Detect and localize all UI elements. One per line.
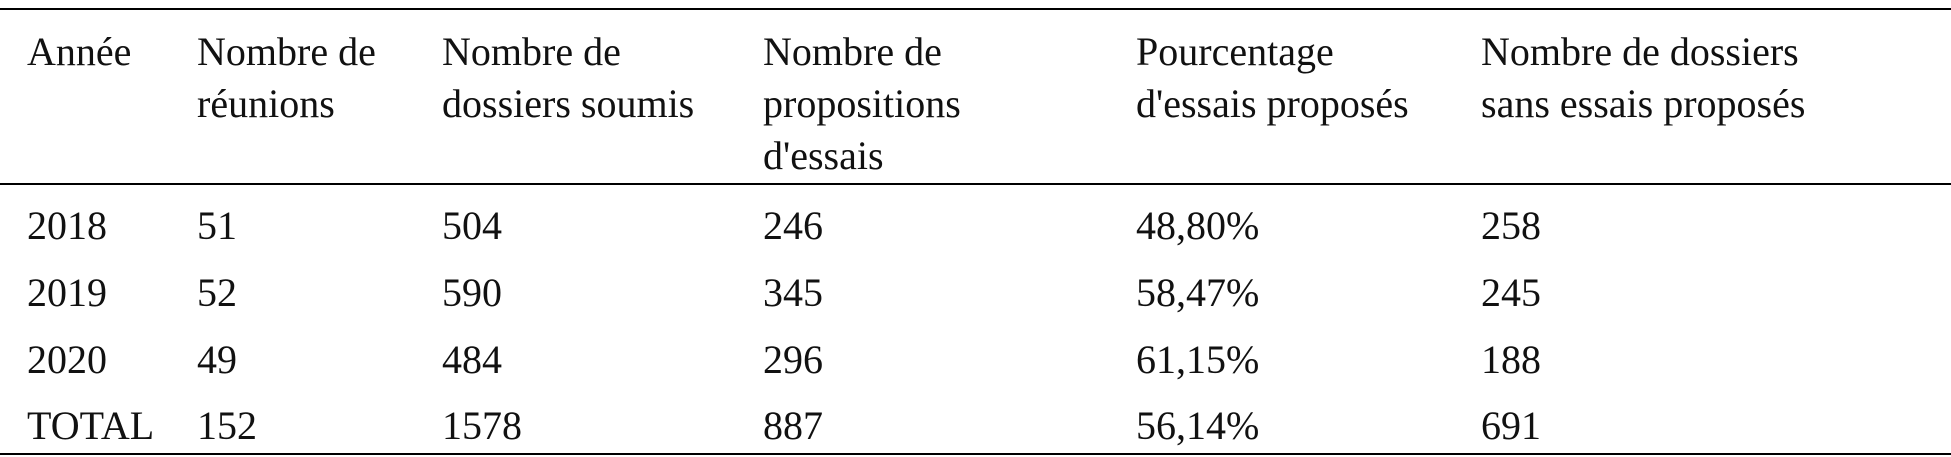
header-cell: Nombre de (442, 29, 621, 74)
header-cell: propositions (763, 81, 961, 126)
header-cell: Nombre de (763, 29, 942, 74)
table-cell: 152 (197, 403, 257, 448)
table-cell: 887 (763, 403, 823, 448)
table-cell: 484 (442, 337, 502, 382)
header-rule (0, 183, 1951, 185)
table-cell: 2018 (27, 203, 107, 248)
table-cell: 2020 (27, 337, 107, 382)
header-cell: Nombre de (197, 29, 376, 74)
table-cell: 56,14% (1136, 403, 1260, 448)
table-cell: 590 (442, 270, 502, 315)
table-cell: 51 (197, 203, 237, 248)
header-cell: Nombre de dossiers (1481, 29, 1799, 74)
table-cell: 58,47% (1136, 270, 1260, 315)
table-cell: 691 (1481, 403, 1541, 448)
table-cell: 504 (442, 203, 502, 248)
table-cell: 258 (1481, 203, 1541, 248)
table-cell: 296 (763, 337, 823, 382)
table-cell: 48,80% (1136, 203, 1260, 248)
table-cell: 246 (763, 203, 823, 248)
bottom-rule (0, 453, 1951, 455)
table-cell: 49 (197, 337, 237, 382)
header-cell: Pourcentage (1136, 29, 1334, 74)
header-cell: d'essais proposés (1136, 81, 1409, 126)
table-cell: 245 (1481, 270, 1541, 315)
table-cell: 61,15% (1136, 337, 1260, 382)
header-cell: Année (27, 29, 132, 74)
header-cell: sans essais proposés (1481, 81, 1806, 126)
table-cell: 52 (197, 270, 237, 315)
table-cell: 345 (763, 270, 823, 315)
table-cell: TOTAL (27, 403, 155, 448)
header-cell: d'essais (763, 133, 884, 178)
table-cell: 188 (1481, 337, 1541, 382)
table-cell: 1578 (442, 403, 522, 448)
table-cell: 2019 (27, 270, 107, 315)
header-cell: dossiers soumis (442, 81, 695, 126)
header-cell: réunions (197, 81, 335, 126)
top-rule (0, 8, 1951, 10)
